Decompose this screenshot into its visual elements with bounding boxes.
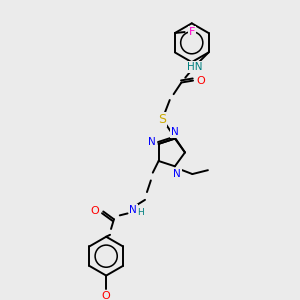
Text: S: S — [158, 113, 166, 126]
Text: N: N — [148, 137, 156, 147]
Text: N: N — [171, 127, 179, 137]
Text: HN: HN — [187, 62, 203, 72]
Text: O: O — [90, 206, 99, 217]
Text: O: O — [196, 76, 205, 85]
Text: O: O — [102, 291, 111, 300]
Text: H: H — [137, 208, 143, 217]
Text: N: N — [130, 205, 137, 214]
Text: F: F — [189, 27, 196, 37]
Text: N: N — [173, 169, 181, 179]
